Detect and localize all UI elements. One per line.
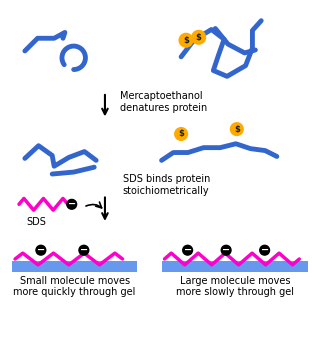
Text: $: $	[196, 33, 202, 42]
Text: $: $	[183, 36, 189, 45]
Text: Mercaptoethanol
denatures protein: Mercaptoethanol denatures protein	[119, 91, 207, 113]
Bar	[162, 261, 308, 272]
Circle shape	[192, 30, 206, 44]
Circle shape	[179, 33, 193, 47]
Text: −: −	[68, 199, 76, 209]
Text: −: −	[261, 245, 269, 255]
Text: $: $	[234, 125, 240, 134]
Circle shape	[183, 245, 193, 255]
Text: SDS: SDS	[27, 217, 46, 227]
Text: −: −	[80, 245, 88, 255]
Circle shape	[260, 245, 270, 255]
Text: −: −	[37, 245, 45, 255]
Text: −: −	[183, 245, 192, 255]
Bar	[12, 261, 137, 272]
Circle shape	[36, 245, 46, 255]
Text: Small molecule moves
more quickly through gel: Small molecule moves more quickly throug…	[13, 275, 136, 297]
Text: SDS binds protein
stoichiometrically: SDS binds protein stoichiometrically	[123, 174, 210, 196]
Circle shape	[67, 199, 77, 209]
Circle shape	[221, 245, 231, 255]
Circle shape	[175, 128, 188, 140]
Text: −: −	[222, 245, 230, 255]
Text: $: $	[178, 130, 184, 139]
Circle shape	[79, 245, 89, 255]
Text: Large molecule moves
more slowly through gel: Large molecule moves more slowly through…	[176, 275, 294, 297]
Circle shape	[231, 123, 243, 135]
